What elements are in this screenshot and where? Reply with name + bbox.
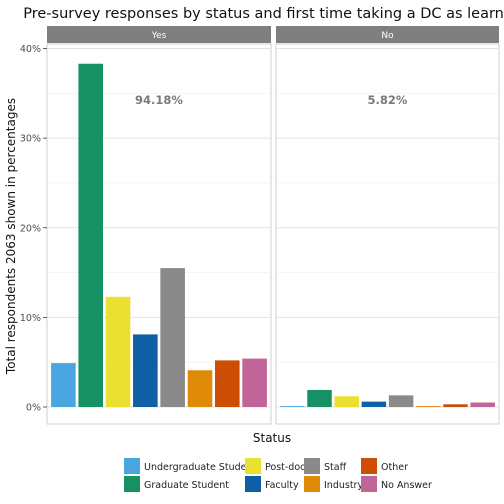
legend-swatch bbox=[304, 476, 320, 492]
y-tick-label: 20% bbox=[20, 223, 41, 234]
facet-strip-label: Yes bbox=[151, 31, 167, 41]
y-tick-label: 0% bbox=[26, 403, 41, 414]
bar-post-doc bbox=[334, 396, 359, 407]
facet-strip bbox=[276, 26, 499, 43]
legend-swatch bbox=[124, 458, 140, 474]
bar-other bbox=[443, 404, 468, 407]
legend-label: Other bbox=[381, 462, 408, 473]
bar-no-answer bbox=[470, 402, 495, 407]
legend-item-faculty: Faculty bbox=[245, 476, 299, 492]
legend-label: Industry bbox=[324, 480, 363, 491]
bar-other bbox=[215, 360, 240, 407]
legend-label: Faculty bbox=[265, 480, 299, 491]
chart-title: Pre-survey responses by status and first… bbox=[23, 6, 504, 22]
legend-item-industry: Industry bbox=[304, 476, 363, 492]
legend-swatch bbox=[245, 476, 261, 492]
bar-graduate-student bbox=[78, 63, 103, 408]
bar-undergraduate-student bbox=[51, 363, 76, 407]
panel-no: No 5.82% bbox=[275, 26, 500, 425]
legend-swatch bbox=[361, 476, 377, 492]
facet-strip bbox=[47, 26, 271, 43]
bar-faculty bbox=[133, 334, 158, 407]
x-axis-title: Status bbox=[253, 431, 291, 445]
legend-label: Post-doc bbox=[265, 462, 305, 473]
bar-industry bbox=[187, 370, 213, 407]
legend-label: Undergraduate Student bbox=[144, 462, 256, 473]
bar-industry bbox=[416, 406, 441, 407]
panel-yes: Yes 94.18% bbox=[46, 26, 272, 425]
facet-strip-label: No bbox=[381, 31, 394, 41]
legend-item-graduate-student: Graduate Student bbox=[124, 476, 229, 492]
legend-item-undergraduate-student: Undergraduate Student bbox=[124, 458, 256, 474]
y-tick-label: 30% bbox=[20, 134, 41, 145]
panel-annotation: 5.82% bbox=[368, 93, 408, 107]
legend-label: Graduate Student bbox=[144, 480, 229, 491]
y-tick-label: 10% bbox=[20, 313, 41, 324]
panel-annotation: 94.18% bbox=[135, 93, 183, 107]
y-tick-label: 40% bbox=[20, 44, 41, 55]
bar-staff bbox=[160, 268, 185, 407]
legend-swatch bbox=[245, 458, 261, 474]
bar-staff bbox=[388, 395, 414, 407]
legend-swatch bbox=[304, 458, 320, 474]
legend-label: No Answer bbox=[381, 480, 432, 491]
legend-item-no-answer: No Answer bbox=[361, 476, 432, 492]
bar-graduate-student bbox=[307, 389, 332, 407]
legend-swatch bbox=[124, 476, 140, 492]
legend-item-post-doc: Post-doc bbox=[245, 458, 305, 474]
bar-post-doc bbox=[105, 296, 131, 407]
panel-background bbox=[275, 43, 500, 425]
bar-undergraduate-student bbox=[280, 406, 305, 407]
legend-swatch bbox=[361, 458, 377, 474]
legend-item-other: Other bbox=[361, 458, 408, 474]
bar-faculty bbox=[361, 401, 387, 407]
y-axis: 0% 10% 20% 30% 40% bbox=[20, 44, 47, 414]
y-axis-title: Total respondents 2063 shown in percenta… bbox=[4, 98, 18, 375]
legend-label: Staff bbox=[324, 462, 347, 473]
panels: Yes 94.18% No 5.82% bbox=[46, 26, 500, 425]
bar-no-answer bbox=[242, 358, 267, 407]
legend: Undergraduate Student Graduate Student Pos… bbox=[124, 458, 432, 492]
legend-item-staff: Staff bbox=[304, 458, 347, 474]
